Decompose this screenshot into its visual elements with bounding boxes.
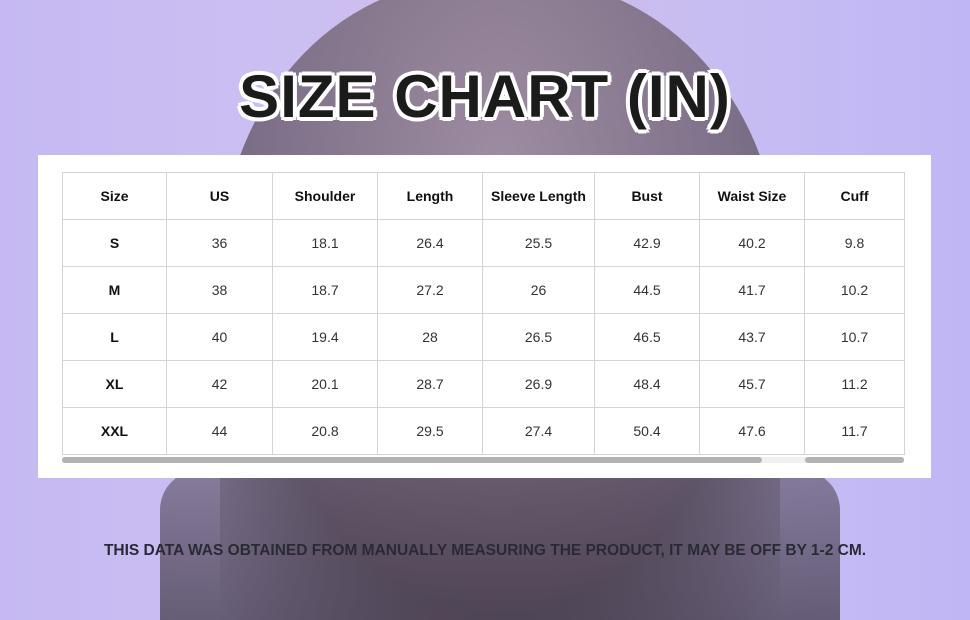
measurement-cell: 11.7 <box>804 407 905 455</box>
measurement-cell: 38 <box>166 266 273 314</box>
measurement-cell: 27.2 <box>377 266 483 314</box>
scrollbar-track-segment <box>805 457 904 463</box>
measurement-cell: 41.7 <box>699 266 805 314</box>
measurement-cell: 25.5 <box>482 219 595 267</box>
size-cell: XXL <box>62 407 167 455</box>
measurement-cell: 36 <box>166 219 273 267</box>
measurement-cell: 44 <box>166 407 273 455</box>
measurement-cell: 45.7 <box>699 360 805 408</box>
measurement-cell: 26.4 <box>377 219 483 267</box>
column-header: Waist Size <box>699 172 805 220</box>
column-header: Size <box>62 172 167 220</box>
measurement-cell: 10.7 <box>804 313 905 361</box>
measurement-cell: 28 <box>377 313 483 361</box>
scrollbar-thumb[interactable] <box>62 457 762 463</box>
measurement-cell: 43.7 <box>699 313 805 361</box>
column-header: Bust <box>594 172 700 220</box>
measurement-cell: 46.5 <box>594 313 700 361</box>
size-table: Size US Shoulder Length Sleeve Length Bust Wai… <box>62 172 905 455</box>
table-row: XL 42 20.1 28.7 26.9 48.4 45.7 11.2 <box>62 360 905 408</box>
measurement-cell: 11.2 <box>804 360 905 408</box>
table-header-row: Size US Shoulder Length Sleeve Length Bust Wai… <box>62 172 905 220</box>
measurement-cell: 50.4 <box>594 407 700 455</box>
measurement-cell: 26.9 <box>482 360 595 408</box>
measurement-cell: 42 <box>166 360 273 408</box>
measurement-cell: 27.4 <box>482 407 595 455</box>
size-cell: XL <box>62 360 167 408</box>
measurement-cell: 20.1 <box>272 360 378 408</box>
measurement-cell: 40 <box>166 313 273 361</box>
column-header: Shoulder <box>272 172 378 220</box>
column-header: US <box>166 172 273 220</box>
table-row: M 38 18.7 27.2 26 44.5 41.7 10.2 <box>62 266 905 314</box>
measurement-cell: 18.7 <box>272 266 378 314</box>
measurement-cell: 28.7 <box>377 360 483 408</box>
page-title: SIZE CHART (IN) <box>239 63 731 130</box>
size-cell: M <box>62 266 167 314</box>
table-row: L 40 19.4 28 26.5 46.5 43.7 10.7 <box>62 313 905 361</box>
measurement-cell: 9.8 <box>804 219 905 267</box>
measurement-cell: 19.4 <box>272 313 378 361</box>
column-header: Length <box>377 172 483 220</box>
measurement-cell: 48.4 <box>594 360 700 408</box>
measurement-cell: 20.8 <box>272 407 378 455</box>
size-cell: S <box>62 219 167 267</box>
model-shirt-background <box>160 470 840 620</box>
measurement-cell: 26.5 <box>482 313 595 361</box>
table-row: S 36 18.1 26.4 25.5 42.9 40.2 9.8 <box>62 219 905 267</box>
measurement-cell: 42.9 <box>594 219 700 267</box>
measurement-cell: 10.2 <box>804 266 905 314</box>
measurement-cell: 18.1 <box>272 219 378 267</box>
horizontal-scrollbar[interactable] <box>62 457 904 463</box>
measurement-cell: 40.2 <box>699 219 805 267</box>
column-header: Sleeve Length <box>482 172 595 220</box>
measurement-cell: 47.6 <box>699 407 805 455</box>
table-row: XXL 44 20.8 29.5 27.4 50.4 47.6 11.7 <box>62 407 905 455</box>
size-cell: L <box>62 313 167 361</box>
measurement-cell: 29.5 <box>377 407 483 455</box>
measurement-cell: 44.5 <box>594 266 700 314</box>
measurement-note: THIS DATA WAS OBTAINED FROM MANUALLY MEA… <box>103 542 867 559</box>
column-header: Cuff <box>804 172 905 220</box>
size-table-panel: Size US Shoulder Length Sleeve Length Bust Wai… <box>38 155 931 478</box>
measurement-cell: 26 <box>482 266 595 314</box>
